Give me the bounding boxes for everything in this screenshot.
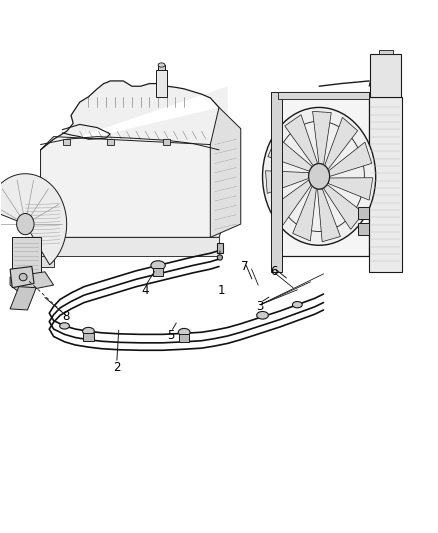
Polygon shape — [285, 115, 318, 165]
Polygon shape — [278, 92, 369, 256]
Ellipse shape — [82, 327, 94, 335]
Ellipse shape — [60, 322, 69, 329]
Text: 4: 4 — [141, 284, 149, 297]
Polygon shape — [379, 50, 393, 54]
Polygon shape — [210, 108, 241, 237]
Polygon shape — [313, 111, 331, 164]
Polygon shape — [41, 136, 228, 237]
Polygon shape — [41, 237, 219, 256]
Polygon shape — [179, 334, 189, 342]
Polygon shape — [0, 174, 67, 265]
Polygon shape — [63, 139, 70, 144]
Polygon shape — [217, 243, 223, 253]
Polygon shape — [10, 287, 36, 310]
Polygon shape — [265, 171, 309, 193]
Polygon shape — [12, 237, 41, 274]
Ellipse shape — [19, 273, 27, 281]
Ellipse shape — [309, 164, 329, 189]
Text: 1: 1 — [217, 284, 225, 297]
Text: 2: 2 — [113, 361, 120, 374]
Polygon shape — [153, 268, 163, 276]
Polygon shape — [325, 117, 358, 169]
Polygon shape — [358, 223, 369, 235]
Polygon shape — [328, 177, 373, 200]
Polygon shape — [10, 266, 34, 288]
Text: 7: 7 — [241, 260, 249, 273]
Polygon shape — [83, 333, 94, 341]
Polygon shape — [272, 180, 311, 225]
Ellipse shape — [293, 302, 302, 308]
Polygon shape — [293, 187, 316, 241]
Polygon shape — [107, 139, 114, 144]
Ellipse shape — [17, 214, 34, 235]
Polygon shape — [163, 139, 170, 144]
Polygon shape — [41, 237, 53, 266]
Polygon shape — [41, 81, 228, 237]
Polygon shape — [271, 92, 282, 272]
Polygon shape — [358, 207, 369, 219]
Polygon shape — [329, 142, 372, 176]
Ellipse shape — [178, 328, 190, 336]
Ellipse shape — [257, 311, 268, 319]
Text: 3: 3 — [257, 300, 264, 313]
Text: 6: 6 — [270, 265, 277, 278]
Polygon shape — [278, 92, 369, 100]
Polygon shape — [324, 185, 364, 229]
Text: 8: 8 — [62, 310, 70, 324]
Polygon shape — [158, 65, 165, 70]
Ellipse shape — [217, 255, 223, 260]
Polygon shape — [268, 136, 312, 171]
Ellipse shape — [158, 63, 165, 67]
Polygon shape — [318, 189, 340, 242]
Ellipse shape — [262, 108, 376, 245]
Polygon shape — [10, 272, 53, 292]
Polygon shape — [156, 70, 167, 97]
Text: 5: 5 — [167, 329, 175, 342]
Ellipse shape — [151, 261, 165, 270]
Polygon shape — [371, 54, 401, 97]
Polygon shape — [369, 97, 402, 272]
